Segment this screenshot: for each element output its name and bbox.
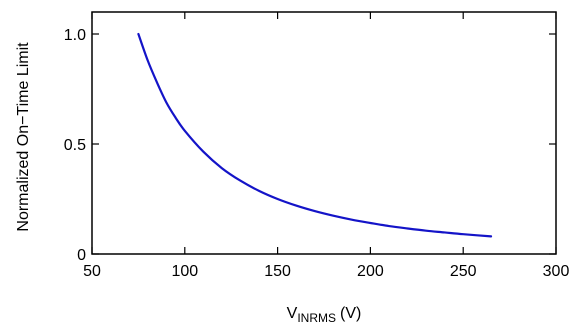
plot-frame xyxy=(91,11,557,255)
y-tick-label: 0.5 xyxy=(64,137,86,154)
x-axis-label-subscript: INRMS xyxy=(297,311,336,325)
x-tick-label: 100 xyxy=(171,263,198,280)
x-axis-ticks: 50 100 150 200 250 300 xyxy=(83,12,569,280)
series-line-0 xyxy=(137,32,493,238)
x-tick-label: 300 xyxy=(543,263,570,280)
x-tick-label: 200 xyxy=(357,263,384,280)
y-axis-label: Normalized On−Time Limit xyxy=(15,42,32,232)
y-axis-ticks: 0 0.5 1.0 xyxy=(64,27,556,264)
x-tick-label: 150 xyxy=(264,263,291,280)
plot-area xyxy=(91,11,557,255)
x-tick-label: 50 xyxy=(83,263,101,280)
x-tick-label: 250 xyxy=(450,263,477,280)
series-layer xyxy=(137,32,493,238)
y-tick-label: 0 xyxy=(77,247,86,264)
y-tick-label: 1.0 xyxy=(64,27,86,44)
x-axis-label-main: V xyxy=(287,305,298,322)
x-axis-label-unit: (V) xyxy=(340,305,361,322)
x-axis-label: VINRMS (V) xyxy=(287,305,362,325)
